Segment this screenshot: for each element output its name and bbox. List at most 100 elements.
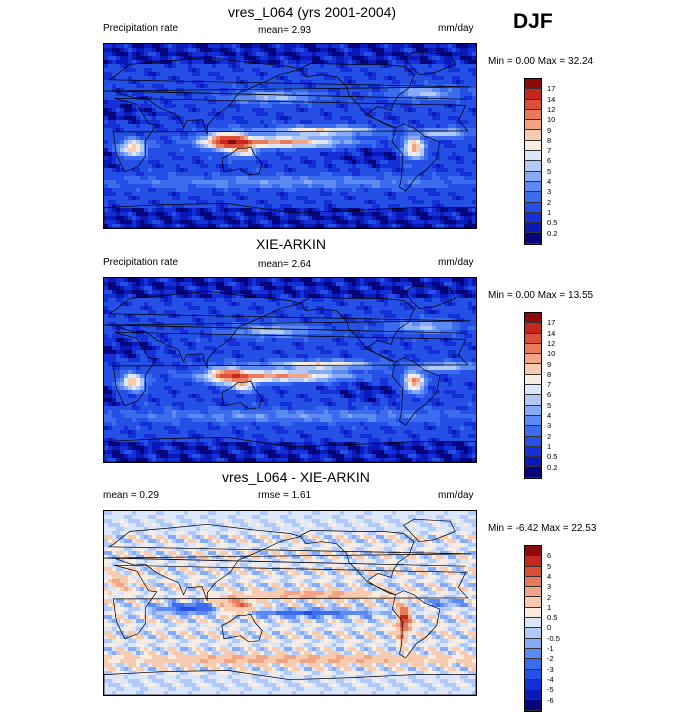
colorbar-box xyxy=(525,99,541,110)
colorbar-box xyxy=(525,546,541,557)
colorbar-box xyxy=(525,405,541,416)
colorbar-tick-label: 1 xyxy=(547,207,552,217)
coastline xyxy=(104,670,476,695)
colorbar-box xyxy=(525,323,541,334)
colorbar-box xyxy=(525,223,541,234)
coastline xyxy=(112,331,469,407)
colorbar-tick-label: 4 xyxy=(547,177,552,186)
coastline xyxy=(112,564,469,640)
coastline xyxy=(403,285,456,310)
colorbar-tick-label: 6 xyxy=(547,156,552,166)
colorbar-tick-label: -3 xyxy=(547,664,554,674)
colorbar-box xyxy=(525,374,541,386)
panel1-units-label: mm/day xyxy=(438,23,474,34)
colorbar-tick-label: 5 xyxy=(547,561,552,571)
precip-field-svg xyxy=(104,278,476,462)
coastline xyxy=(403,518,456,543)
colorbar-tick-label: 0.5 xyxy=(547,218,558,228)
panel2-map xyxy=(103,277,477,463)
precip-field-svg xyxy=(104,511,476,695)
colorbar-tick-label: -0.5 xyxy=(547,633,560,643)
colorbar-box xyxy=(525,467,541,478)
colorbar-box xyxy=(525,192,541,203)
coastline xyxy=(391,590,441,659)
colorbar-box xyxy=(525,120,541,131)
precip-field-svg xyxy=(104,44,476,228)
panel1-mean-label: mean= 2.93 xyxy=(258,25,312,36)
colorbar-box xyxy=(525,415,541,427)
colorbar-tick-label: -6 xyxy=(547,695,554,705)
colorbar-tick-label: 8 xyxy=(547,135,552,145)
colorbar-tick-label: 14 xyxy=(547,94,556,104)
colorbar-box xyxy=(525,109,541,121)
colorbar-box xyxy=(525,436,541,447)
colorbar-box xyxy=(525,181,541,193)
colorbar-tick-label: 1 xyxy=(547,602,552,612)
colorbar-tick-label: 6 xyxy=(547,390,552,400)
colorbar-tick-label: 17 xyxy=(547,84,556,94)
panel3-rmse-label: rmse = 1.61 xyxy=(258,490,312,501)
panel3-title: vres_L064 - XIE-ARKIN xyxy=(222,469,370,485)
coastline xyxy=(391,123,441,192)
coastline xyxy=(104,290,471,369)
colorbar-tick-label: 0.2 xyxy=(547,228,558,238)
colorbar-box xyxy=(525,669,541,680)
panel2-mean-label: mean= 2.64 xyxy=(258,259,312,270)
panel1-variable-label: Precipitation rate xyxy=(103,23,179,34)
colorbar-tick-label: 0 xyxy=(547,623,552,633)
colorbar-tick-label: -5 xyxy=(547,685,554,695)
coastline xyxy=(221,613,263,643)
colorbar-tick-label: 0.5 xyxy=(547,452,558,462)
colorbar-box xyxy=(525,151,541,162)
coastline xyxy=(112,97,469,173)
colorbar-tick-label: 2 xyxy=(547,592,552,602)
colorbar-tick-label: 3 xyxy=(547,421,552,431)
colorbar-tick-label: 0.5 xyxy=(547,613,558,623)
colorbar-box xyxy=(525,638,541,649)
colorbar-box xyxy=(525,89,541,100)
coastline xyxy=(104,203,476,228)
colorbar-tick-label: 14 xyxy=(547,328,556,338)
colorbar-box xyxy=(525,313,541,324)
coastline xyxy=(104,56,471,135)
colorbar-box xyxy=(525,648,541,660)
colorbar-tick-label: 2 xyxy=(547,431,552,441)
colorbar-box xyxy=(525,343,541,355)
colorbar-tick-label: 4 xyxy=(547,571,552,581)
panel1-map xyxy=(103,43,477,229)
colorbar-box xyxy=(525,576,541,588)
colorbar-box xyxy=(525,457,541,468)
colorbar-box xyxy=(525,700,541,711)
colorbar-box xyxy=(525,446,541,458)
panel2-colorbar xyxy=(524,312,542,479)
colorbar-tick-label: 6 xyxy=(547,551,552,561)
colorbar-box xyxy=(525,333,541,344)
coastline xyxy=(221,146,263,176)
colorbar-box xyxy=(525,556,541,567)
colorbar-tick-label: 10 xyxy=(547,115,556,125)
colorbar-tick-label: 17 xyxy=(547,318,556,328)
colorbar-tick-label: 12 xyxy=(547,104,556,114)
colorbar-box xyxy=(525,79,541,90)
colorbar-box xyxy=(525,566,541,577)
colorbar-box xyxy=(525,395,541,406)
colorbar-box xyxy=(525,628,541,639)
panel3-units-label: mm/day xyxy=(438,490,474,501)
colorbar-box xyxy=(525,202,541,213)
colorbar-box xyxy=(525,679,541,691)
colorbar-tick-label: 7 xyxy=(547,146,552,156)
panel2-title: XIE-ARKIN xyxy=(256,236,327,252)
colorbar-box xyxy=(525,607,541,619)
colorbar-box xyxy=(525,587,541,598)
colorbar-box xyxy=(525,354,541,365)
panel3-colorbar xyxy=(524,545,542,712)
panel3-map xyxy=(103,510,477,696)
colorbar-tick-label: 9 xyxy=(547,125,552,135)
colorbar-tick-label: 10 xyxy=(547,349,556,359)
colorbar-tick-label: 2 xyxy=(547,197,552,207)
colorbar-tick-label: 3 xyxy=(547,582,552,592)
colorbar-box xyxy=(525,130,541,141)
season-label: DJF xyxy=(513,10,553,33)
coastline xyxy=(391,357,441,426)
colorbar-box xyxy=(525,140,541,152)
